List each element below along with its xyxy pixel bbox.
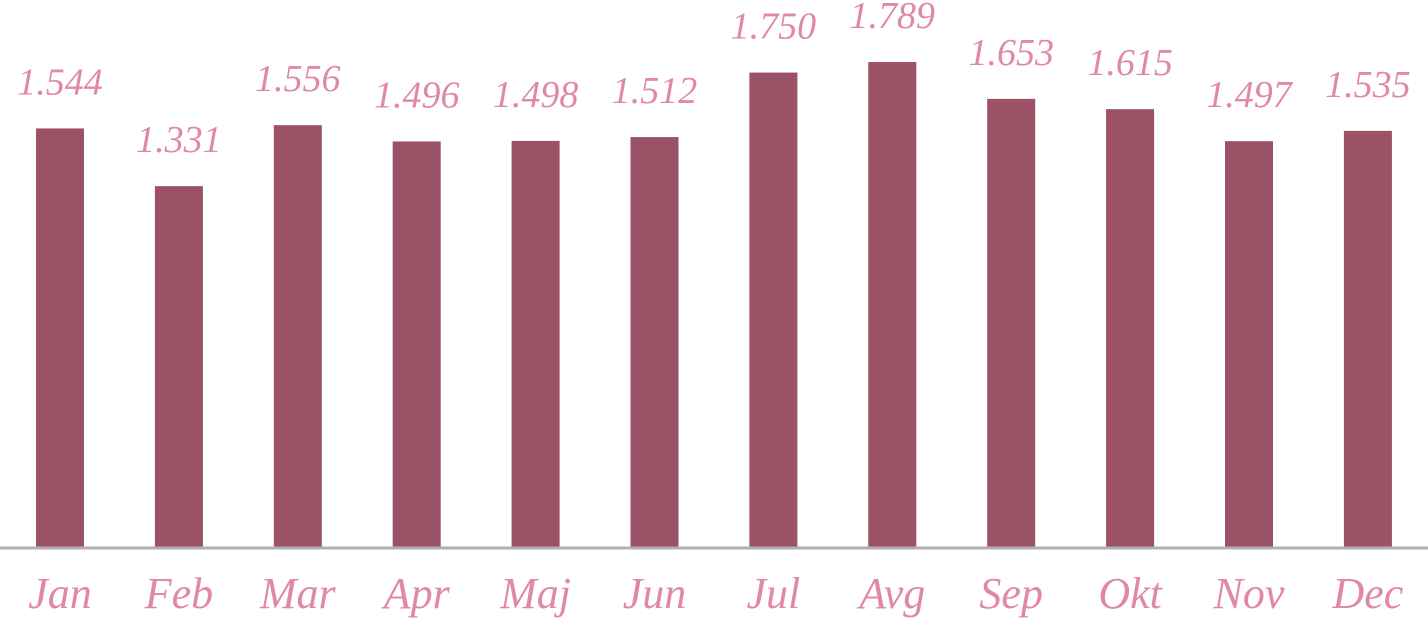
bar [511, 140, 560, 547]
x-tick-label: Avg [856, 569, 925, 618]
x-tick-label: Mar [259, 569, 337, 618]
x-tick-label: Dec [1331, 569, 1403, 618]
bar [36, 128, 84, 547]
bar [868, 62, 917, 547]
value-label: 1.498 [493, 74, 579, 116]
value-label: 1.512 [612, 70, 698, 112]
value-label: 1.544 [17, 61, 103, 103]
value-label: 1.556 [255, 58, 341, 100]
x-tick-label: Apr [381, 569, 451, 618]
bar [630, 137, 679, 547]
value-label: 1.535 [1325, 64, 1411, 106]
x-tick-label: Maj [499, 569, 571, 618]
x-tick-label: Jan [28, 569, 92, 618]
value-label: 1.653 [968, 32, 1054, 74]
value-label: 1.615 [1087, 42, 1173, 84]
x-tick-label: Okt [1098, 569, 1163, 618]
value-label: 1.750 [731, 6, 817, 48]
value-label: 1.331 [136, 119, 222, 161]
bar [987, 98, 1036, 548]
x-tick-label: Sep [979, 569, 1043, 618]
bar [273, 125, 322, 548]
x-tick-label: Jul [747, 569, 801, 618]
bar [392, 141, 441, 547]
value-label: 1.789 [850, 0, 936, 37]
value-label: 1.496 [374, 74, 460, 116]
value-label: 1.497 [1206, 74, 1294, 116]
bar [1343, 130, 1392, 548]
x-tick-label: Feb [144, 569, 213, 618]
x-tick-label: Nov [1213, 569, 1285, 618]
x-tick-label: Jun [623, 569, 687, 618]
bar [1225, 141, 1273, 547]
bar [749, 72, 798, 548]
bar [1106, 109, 1155, 548]
bar [154, 186, 203, 547]
